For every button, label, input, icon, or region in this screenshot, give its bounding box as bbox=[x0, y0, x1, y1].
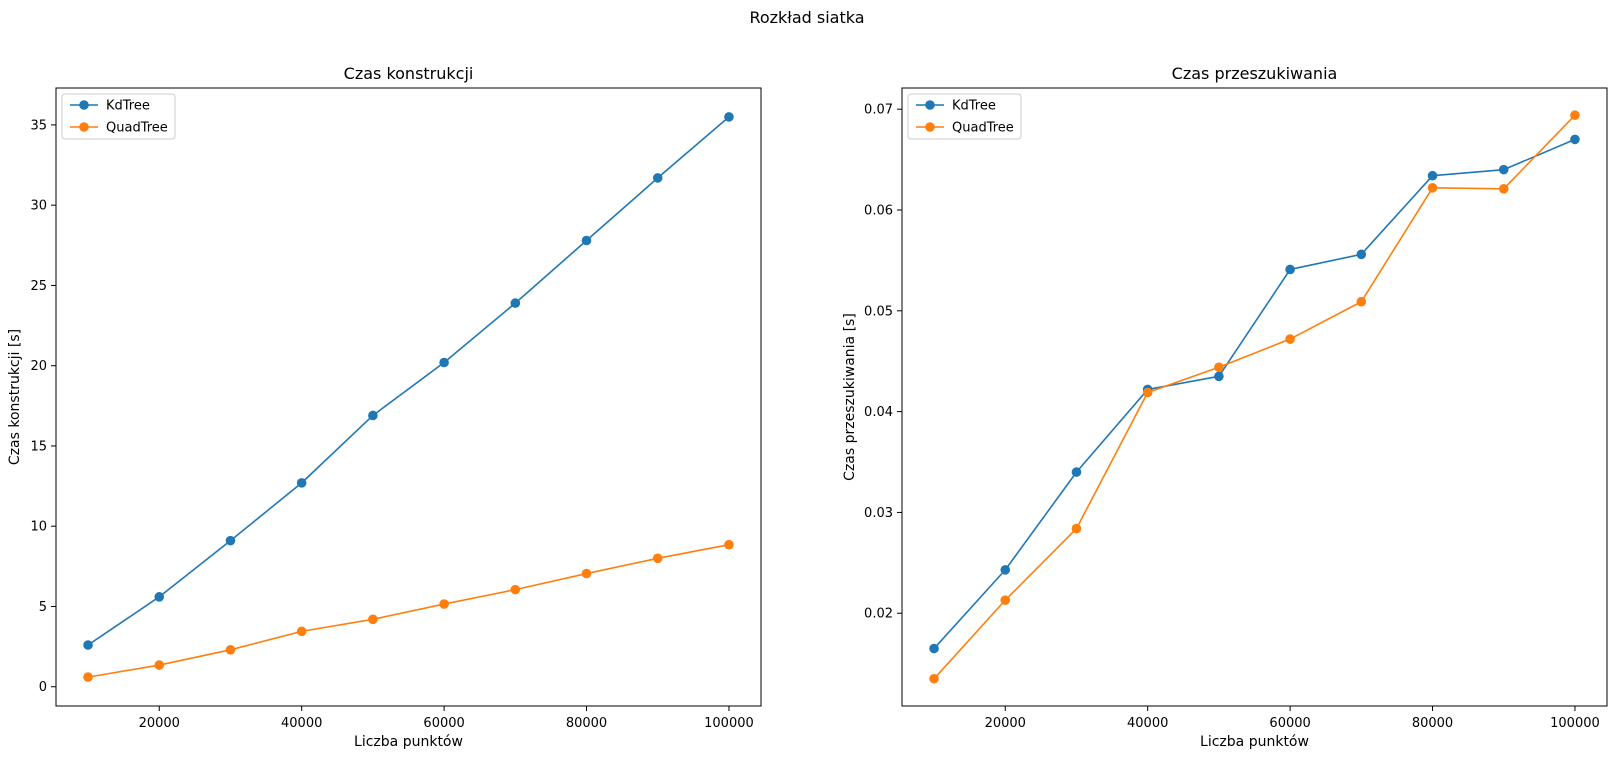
chart-0-series-0-point bbox=[439, 357, 449, 368]
chart-0-ylabel: Czas konstrukcji [s] bbox=[7, 329, 23, 465]
chart-0-series-1-point bbox=[581, 568, 592, 579]
chart-0-series-0-point bbox=[154, 592, 165, 602]
chart-0-series-0-point bbox=[225, 535, 236, 546]
chart-1-ytick-label: 0.03 bbox=[864, 506, 893, 521]
chart-1-ytick-label: 0.07 bbox=[864, 103, 893, 118]
chart-1-series-0-point bbox=[1285, 264, 1295, 275]
chart-1-ylabel: Czas przeszukiwania [s] bbox=[842, 313, 858, 481]
chart-0-series-1-point bbox=[368, 614, 378, 625]
chart-1-series-0-line bbox=[933, 138, 1576, 650]
chart-search-time: Czas przeszukiwania 20000 40000 60000 80000 1… bbox=[842, 64, 1608, 750]
chart-1-series-1-point bbox=[1356, 296, 1367, 307]
chart-0-legend-1-label: QuadTree bbox=[106, 121, 168, 136]
chart-0-legend-0-label: KdTree bbox=[106, 99, 150, 114]
chart-0-series-1-point bbox=[724, 539, 734, 550]
chart-1-series-0-point bbox=[1214, 371, 1224, 382]
chart-0-xtick-label: 40000 bbox=[281, 716, 322, 731]
figure-suptitle: Rozkład siatka bbox=[749, 8, 864, 27]
chart-1-series-0-point bbox=[1356, 249, 1367, 260]
chart-1-ytick-label: 0.02 bbox=[864, 607, 893, 622]
chart-1-ytick-label: 0.06 bbox=[864, 203, 893, 218]
chart-1-series-1-point bbox=[1142, 387, 1153, 398]
chart-0-ytick-label: 35 bbox=[30, 118, 47, 133]
chart-1-series-1-point bbox=[1071, 523, 1082, 534]
chart-1-series-0-point bbox=[1498, 164, 1509, 175]
chart-1-series-1-point bbox=[1214, 362, 1224, 373]
chart-1-axes-frame bbox=[901, 87, 1608, 707]
chart-1-series-1-point bbox=[1285, 334, 1295, 344]
chart-0-series-1-point bbox=[510, 584, 521, 595]
chart-1-xlabel: Liczba punktów bbox=[1200, 734, 1309, 750]
chart-0-legend-1-marker bbox=[79, 122, 89, 132]
chart-0-series-1-point bbox=[83, 672, 93, 682]
chart-0-series-1-line bbox=[87, 543, 730, 678]
chart-0-xtick-label: 80000 bbox=[566, 716, 607, 731]
chart-1-xtick-label: 20000 bbox=[985, 716, 1026, 731]
chart-1-series-1-point bbox=[929, 673, 939, 684]
chart-0-ytick-label: 5 bbox=[39, 600, 47, 615]
chart-1-series-0-point bbox=[929, 643, 939, 654]
chart-1-series-0-point bbox=[1427, 170, 1438, 181]
chart-0-series-0-point bbox=[652, 173, 663, 183]
chart-1-series-1-line bbox=[933, 114, 1576, 680]
chart-0-xlabel: Liczba punktów bbox=[354, 734, 463, 750]
chart-0-series-0-point bbox=[296, 478, 307, 488]
chart-0-series-0-point bbox=[581, 235, 592, 246]
chart-0-axes-frame bbox=[55, 87, 762, 707]
chart-0-series-1-point bbox=[225, 645, 236, 655]
chart-0-title: Czas konstrukcji bbox=[344, 64, 474, 83]
chart-0-series-0-point bbox=[724, 112, 734, 122]
chart-0-ytick-label: 15 bbox=[30, 439, 47, 454]
chart-1-ytick-label: 0.05 bbox=[864, 304, 893, 319]
chart-0-series-0-point bbox=[368, 410, 378, 421]
chart-1-series-1-point bbox=[1498, 184, 1509, 194]
chart-0-series-0-point bbox=[510, 298, 521, 308]
chart-0-legend-0-marker bbox=[79, 100, 89, 110]
chart-0-xtick-label: 20000 bbox=[139, 716, 180, 731]
chart-1-legend-1-label: QuadTree bbox=[952, 121, 1014, 136]
chart-0-xtick-label: 60000 bbox=[423, 716, 464, 731]
chart-1-series-1-point bbox=[1427, 183, 1438, 193]
chart-0-ytick-label: 0 bbox=[39, 680, 47, 695]
chart-1-series-0-point bbox=[1000, 565, 1011, 575]
chart-1-xtick-label: 60000 bbox=[1269, 716, 1310, 731]
chart-0-series-0-line bbox=[87, 116, 730, 646]
chart-1-legend-1-marker bbox=[925, 122, 935, 132]
chart-0-ytick-label: 25 bbox=[30, 279, 47, 294]
chart-1-legend-0-label: KdTree bbox=[952, 99, 996, 114]
chart-1-series-0-point bbox=[1071, 467, 1082, 477]
chart-0-ytick-label: 20 bbox=[30, 359, 47, 374]
chart-0-series-1-point bbox=[652, 553, 663, 564]
chart-1-legend-0-marker bbox=[925, 100, 935, 110]
chart-0-ytick-label: 30 bbox=[30, 199, 47, 214]
chart-construction-time: Czas konstrukcji 20000 40000 60000 80000 1000… bbox=[7, 64, 762, 750]
chart-0-xtick-label: 100000 bbox=[704, 716, 754, 731]
chart-1-series-0-point bbox=[1570, 134, 1580, 145]
chart-0-series-1-point bbox=[296, 626, 307, 637]
chart-1-xtick-label: 100000 bbox=[1550, 716, 1600, 731]
chart-0-series-1-point bbox=[154, 660, 165, 670]
chart-1-xtick-label: 80000 bbox=[1412, 716, 1453, 731]
chart-1-series-1-point bbox=[1570, 110, 1580, 121]
chart-1-series-1-point bbox=[1000, 595, 1011, 605]
chart-1-ytick-label: 0.04 bbox=[864, 405, 893, 420]
chart-0-series-1-point bbox=[439, 599, 449, 609]
chart-0-ytick-label: 10 bbox=[30, 520, 47, 535]
chart-0-series-0-point bbox=[83, 640, 93, 650]
chart-1-xtick-label: 40000 bbox=[1127, 716, 1168, 731]
chart-1-title: Czas przeszukiwania bbox=[1172, 64, 1338, 83]
